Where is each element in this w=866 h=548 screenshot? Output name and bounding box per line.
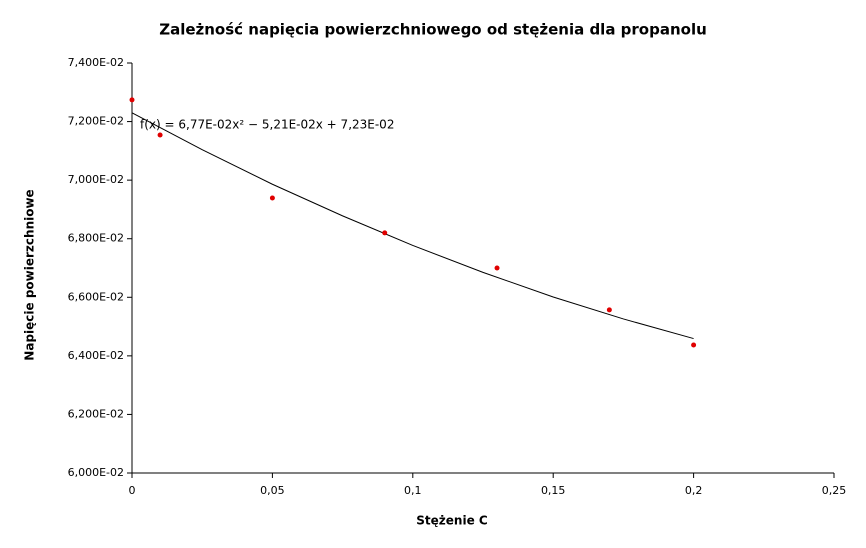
x-tick-label: 0,25	[822, 484, 847, 497]
data-point	[269, 195, 275, 201]
trendline	[131, 112, 694, 340]
y-tick-label: 7,200E-02	[68, 115, 124, 128]
data-point	[157, 132, 163, 138]
data-point	[691, 342, 697, 348]
x-tick-label: 0,1	[404, 484, 422, 497]
y-tick-label: 6,400E-02	[68, 349, 124, 362]
data-point	[129, 97, 135, 103]
x-axis-label: Stężenie C	[416, 514, 488, 528]
trendline-equation: f(x) = 6,77E-02x² − 5,21E-02x + 7,23E-02	[140, 118, 394, 132]
data-point	[606, 307, 612, 313]
data-point	[494, 265, 500, 271]
y-tick-label: 6,000E-02	[68, 466, 124, 479]
y-tick-label: 6,200E-02	[68, 407, 124, 420]
data-point	[382, 230, 388, 236]
y-tick-label: 7,400E-02	[68, 56, 124, 69]
chart-title: Zależność napięcia powierzchniowego od s…	[159, 21, 707, 39]
y-tick-label: 6,600E-02	[68, 290, 124, 303]
y-tick-label: 6,800E-02	[68, 232, 124, 245]
x-tick-label: 0,15	[541, 484, 566, 497]
y-axis-label: Napięcie powierzchniowe	[23, 189, 37, 360]
x-tick-label: 0,2	[685, 484, 703, 497]
y-tick-label: 7,000E-02	[68, 173, 124, 186]
x-tick-label: 0	[129, 484, 136, 497]
x-tick-label: 0,05	[260, 484, 285, 497]
